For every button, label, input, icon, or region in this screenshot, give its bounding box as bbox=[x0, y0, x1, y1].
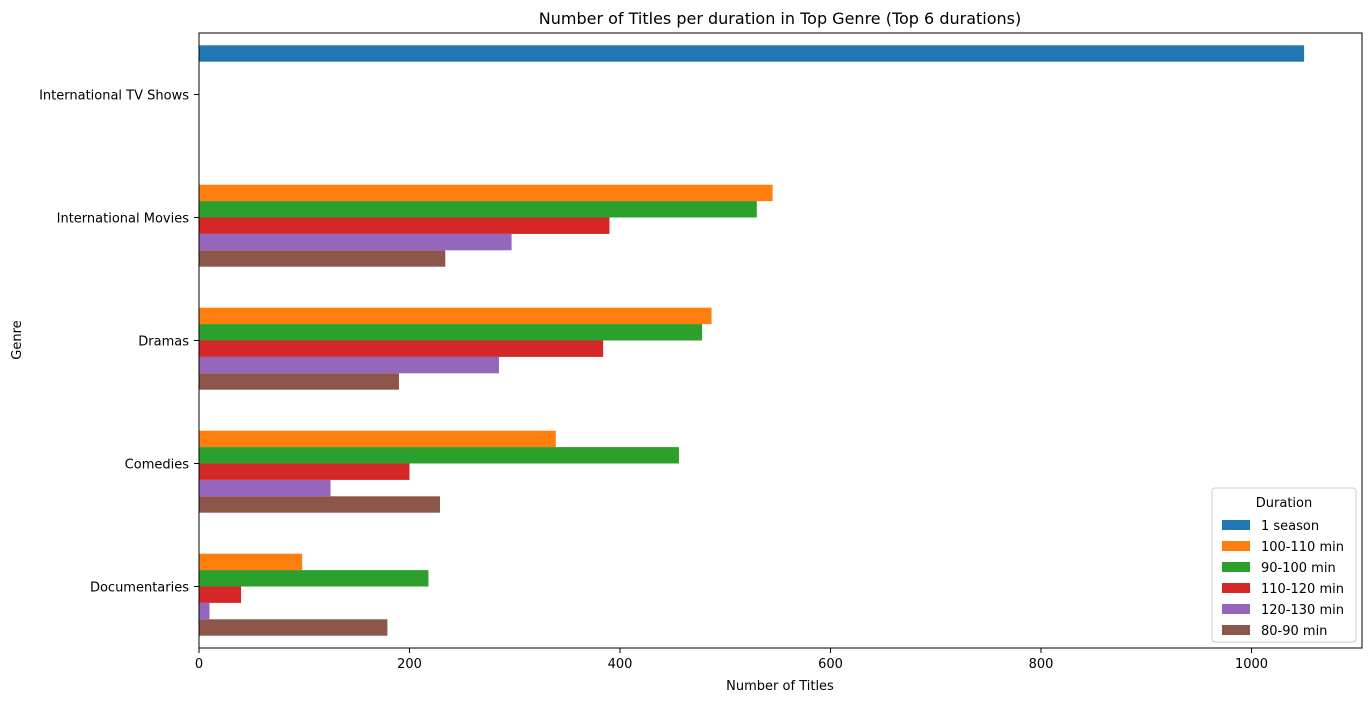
legend-title: Duration bbox=[1256, 496, 1312, 511]
legend-swatch bbox=[1222, 541, 1250, 551]
y-tick-label: International Movies bbox=[57, 212, 190, 227]
bar-1-season-0 bbox=[199, 45, 1305, 62]
bar-120-130-min-2 bbox=[199, 356, 499, 374]
bar-80-90-min-3 bbox=[199, 496, 441, 513]
bar-80-90-min-4 bbox=[199, 619, 388, 636]
x-tick-label: 0 bbox=[195, 657, 203, 672]
legend-swatch bbox=[1222, 562, 1250, 572]
bar-90-100-min-3 bbox=[199, 447, 679, 464]
bar-120-130-min-1 bbox=[199, 233, 512, 251]
bar-100-110-min-4 bbox=[199, 553, 303, 571]
y-axis: International TV Shows International Movi… bbox=[39, 89, 199, 596]
y-tick-label: Comedies bbox=[125, 458, 190, 473]
plot-frame bbox=[198, 32, 1363, 649]
legend-label: 90-100 min bbox=[1261, 561, 1336, 576]
bar-120-130-min-3 bbox=[199, 479, 331, 497]
legend-swatch bbox=[1222, 625, 1250, 635]
bar-100-110-min-1 bbox=[199, 184, 773, 202]
bar-100-110-min-2 bbox=[199, 307, 712, 325]
x-tick-label: 400 bbox=[608, 657, 633, 672]
bar-110-120-min-3 bbox=[199, 463, 410, 480]
x-tick-label: 200 bbox=[397, 657, 422, 672]
bar-80-90-min-2 bbox=[199, 373, 399, 390]
chart-title: Number of Titles per duration in Top Gen… bbox=[539, 9, 1021, 28]
x-axis: 0 200 400 600 800 1000 bbox=[195, 648, 1268, 672]
bar-90-100-min-4 bbox=[199, 570, 429, 587]
bar-110-120-min-4 bbox=[199, 586, 242, 603]
y-tick-label: Documentaries bbox=[90, 581, 189, 596]
legend: Duration 1 season 100-110 min 90-100 min 110… bbox=[1211, 487, 1357, 643]
bar-90-100-min-1 bbox=[199, 201, 757, 218]
x-tick-label: 800 bbox=[1029, 657, 1054, 672]
bar-100-110-min-3 bbox=[199, 430, 556, 448]
plot-area bbox=[199, 45, 1305, 636]
y-tick-label: Dramas bbox=[138, 335, 189, 350]
bar-110-120-min-2 bbox=[199, 340, 604, 357]
bar-80-90-min-1 bbox=[199, 250, 446, 267]
y-tick-label: International TV Shows bbox=[39, 89, 189, 104]
x-tick-label: 1000 bbox=[1235, 657, 1268, 672]
legend-label: 80-90 min bbox=[1261, 624, 1327, 639]
x-tick-label: 600 bbox=[818, 657, 843, 672]
y-axis-label: Genre bbox=[10, 320, 25, 359]
legend-label: 120-130 min bbox=[1261, 603, 1344, 618]
bar-110-120-min-1 bbox=[199, 217, 610, 234]
bar-120-130-min-4 bbox=[199, 602, 210, 620]
legend-label: 100-110 min bbox=[1261, 540, 1344, 555]
legend-swatch bbox=[1222, 604, 1250, 614]
legend-label: 1 season bbox=[1261, 519, 1319, 534]
x-axis-label: Number of Titles bbox=[726, 679, 834, 694]
legend-swatch bbox=[1222, 583, 1250, 593]
bar-90-100-min-2 bbox=[199, 324, 703, 341]
legend-swatch bbox=[1222, 520, 1250, 530]
legend-label: 110-120 min bbox=[1261, 582, 1344, 597]
